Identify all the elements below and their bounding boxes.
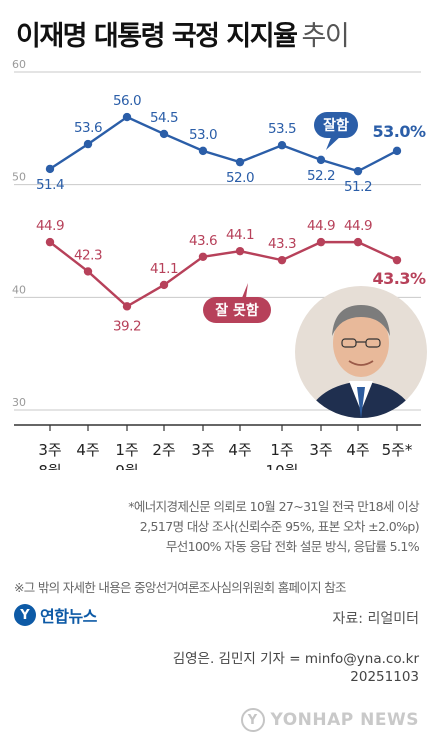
data-point	[277, 141, 287, 150]
credit-authors: 김영은. 김민지 기자 = minfo@yna.co.kr	[172, 651, 419, 667]
president-portrait	[295, 286, 427, 418]
watermark-mark: Y	[240, 708, 265, 732]
data-point	[316, 155, 326, 165]
data-point	[83, 139, 93, 149]
data-point	[122, 302, 132, 311]
x-tick-label: 5주*	[382, 441, 413, 459]
y-tick-label: 60	[12, 58, 26, 71]
data-label: 41.1	[150, 261, 178, 277]
x-tick-sublabel: 9월	[115, 462, 138, 470]
data-label: 44.9	[36, 218, 64, 234]
data-label: 44.9	[344, 218, 372, 234]
data-label: 44.1	[226, 227, 254, 243]
footnote-line: *에너지경제신문 의뢰로 10월 27~31일 전국 만18세 이상	[128, 499, 419, 514]
data-point	[316, 237, 326, 247]
footnote-line: 2,517명 대상 조사(신뢰수준 95%, 표본 오차 ±2.0%p)	[139, 519, 420, 534]
data-point	[353, 237, 363, 247]
data-point	[83, 267, 93, 276]
y-tick-label: 30	[12, 396, 26, 409]
title-row: 이재명 대통령 국정 지지율 추이	[16, 14, 350, 53]
yonhap-logo-mark: Y	[14, 604, 36, 626]
data-label: 51.4	[36, 177, 64, 193]
data-label: 54.5	[150, 110, 178, 126]
data-point	[45, 164, 55, 174]
legend-bubble	[203, 297, 271, 323]
x-tick-label: 3주	[38, 441, 61, 459]
x-tick-label: 3주	[191, 441, 214, 459]
yonhap-logo: Y 연합뉴스	[14, 603, 97, 627]
data-label: 52.0	[226, 170, 254, 186]
footnote-line: 무선100% 자동 응답 전화 설문 방식, 응답률 5.1%	[165, 539, 420, 554]
data-label: 51.2	[344, 179, 372, 195]
data-point	[45, 237, 55, 247]
author-credit: 김영은. 김민지 기자 = minfo@yna.co.kr 20251103	[173, 650, 419, 686]
survey-footnote: *에너지경제신문 의뢰로 10월 27~31일 전국 만18세 이상 2,517…	[128, 497, 419, 557]
data-source: 자료: 리얼미터	[332, 611, 419, 627]
data-label: 53.6	[74, 120, 102, 136]
series-line	[49, 240, 398, 308]
data-label: 53.0	[189, 127, 217, 143]
legend-label: 잘 못함	[215, 302, 259, 319]
legend-label: 잘함	[323, 117, 349, 134]
watermark-text: YONHAP NEWS	[270, 710, 419, 730]
reference-note: ※그 밖의 자세한 내용은 중앙선거여론조사심의위원회 홈페이지 참조	[14, 580, 347, 595]
data-point	[235, 157, 245, 167]
chart-subtitle: 추이	[301, 21, 350, 52]
data-label: 53.5	[268, 121, 296, 137]
data-point	[277, 255, 287, 265]
x-tick-label: 1주	[115, 441, 138, 459]
x-tick-label: 3주	[309, 441, 332, 459]
data-label: 43.3%	[372, 269, 425, 288]
data-label: 43.6	[189, 233, 217, 249]
data-point	[198, 146, 208, 156]
credit-date: 20251103	[350, 669, 419, 685]
x-tick-label: 1주	[270, 441, 293, 459]
y-tick-label: 50	[12, 171, 26, 184]
chart-title: 이재명 대통령 국정 지지율	[16, 21, 298, 52]
yonhap-logo-text: 연합뉴스	[40, 607, 97, 626]
yonhap-watermark: Y YONHAP NEWS	[240, 708, 419, 732]
line-chart: 60 50 40 30 3주 8월 4주 1주 9월 2주 3주 4주 1주 10월 3주 4주 5주* 51.4…	[12, 58, 426, 470]
data-point	[353, 166, 363, 176]
series-line	[49, 115, 398, 173]
legend-bubble-tail	[326, 135, 342, 150]
legend-bubble	[314, 112, 358, 138]
y-tick-label: 40	[12, 283, 26, 296]
data-point	[198, 252, 208, 261]
data-point	[392, 146, 402, 156]
data-label: 44.9	[307, 218, 335, 234]
data-label: 43.3	[268, 236, 296, 252]
data-label: 56.0	[113, 93, 141, 109]
data-label: 39.2	[113, 318, 141, 334]
x-tick-label: 4주	[228, 441, 251, 459]
x-tick-sublabel: 10월	[266, 462, 299, 470]
x-tick-label: 2주	[152, 441, 175, 459]
legend-bubble-tail	[233, 283, 248, 320]
x-tick-label: 4주	[76, 441, 99, 459]
data-point	[392, 255, 402, 265]
data-label: 42.3	[74, 247, 102, 263]
data-point	[235, 246, 245, 256]
data-point	[122, 112, 132, 122]
x-tick-label: 4주	[346, 441, 369, 459]
data-label: 53.0%	[372, 122, 425, 141]
data-point	[159, 129, 169, 139]
x-tick-sublabel: 8월	[38, 462, 61, 470]
data-label: 52.2	[307, 168, 335, 184]
data-point	[159, 280, 169, 290]
